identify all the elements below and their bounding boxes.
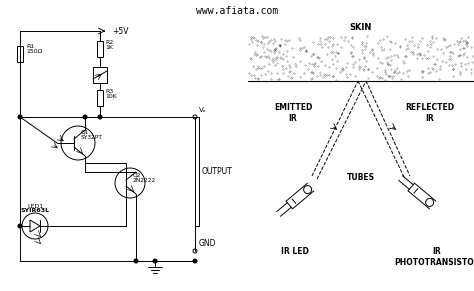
Bar	[17, 46, 23, 62]
Text: +5V: +5V	[112, 26, 128, 36]
Circle shape	[98, 115, 102, 119]
Circle shape	[134, 259, 138, 263]
Text: IR LED: IR LED	[281, 246, 309, 255]
Text: OUTPUT: OUTPUT	[202, 167, 233, 176]
Bar	[93, 67, 107, 83]
Bar	[97, 90, 103, 106]
Text: TUBES: TUBES	[347, 173, 375, 182]
Circle shape	[153, 259, 157, 263]
Text: R3
10K: R3 10K	[105, 88, 117, 100]
Text: EMITTED
IR: EMITTED IR	[274, 103, 312, 123]
Circle shape	[18, 224, 22, 228]
Text: LED1: LED1	[27, 204, 43, 209]
Bar	[97, 41, 103, 57]
Circle shape	[18, 115, 22, 119]
Circle shape	[193, 259, 197, 263]
Text: Q2
2N2222: Q2 2N2222	[133, 173, 156, 183]
Text: SKIN: SKIN	[350, 23, 372, 32]
Text: GND: GND	[199, 239, 217, 248]
Text: www.afiata.com: www.afiata.com	[196, 6, 278, 16]
Text: Vₒ: Vₒ	[199, 107, 207, 113]
Circle shape	[83, 115, 87, 119]
Text: Q1
SY32PT: Q1 SY32PT	[81, 129, 103, 140]
Text: REFLECTED
IR: REFLECTED IR	[405, 103, 455, 123]
Text: IR
PHOTOTRANSISTOR: IR PHOTOTRANSISTOR	[394, 247, 474, 267]
Text: SYIR63L: SYIR63L	[20, 208, 50, 213]
Text: R2
1K: R2 1K	[105, 40, 113, 50]
Text: R1
150Ω: R1 150Ω	[26, 44, 42, 54]
